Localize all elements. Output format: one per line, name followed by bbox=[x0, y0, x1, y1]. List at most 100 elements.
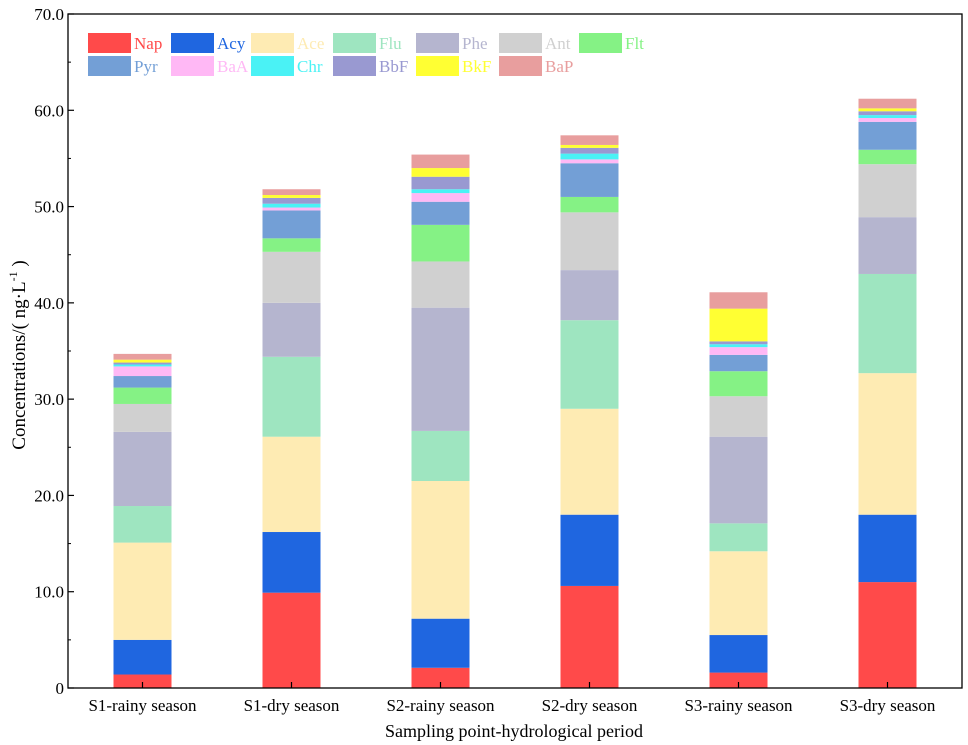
legend-swatch bbox=[171, 33, 214, 53]
bar-segment-bap-2 bbox=[262, 189, 321, 196]
bar-segment-acy-6 bbox=[858, 514, 917, 583]
legend-label: Nap bbox=[134, 34, 162, 53]
legend-item-bkf: BkF bbox=[416, 56, 491, 76]
bar-segment-bkf-6 bbox=[858, 108, 917, 112]
bar-segment-chr-4 bbox=[560, 153, 619, 160]
bar-segment-ant-2 bbox=[262, 251, 321, 303]
bar-segment-phe-1 bbox=[113, 431, 172, 507]
y-tick-label: 0 bbox=[56, 679, 65, 698]
legend-label: Acy bbox=[217, 34, 246, 53]
legend-item-acy: Acy bbox=[171, 33, 246, 53]
bar-segment-flu-3 bbox=[411, 430, 470, 481]
bar-segment-flt-6 bbox=[858, 149, 917, 165]
bar-segment-nap-5 bbox=[709, 672, 768, 688]
legend-label: Ant bbox=[545, 34, 571, 53]
bar-segment-chr-1 bbox=[113, 364, 172, 367]
legend-item-bbf: BbF bbox=[333, 56, 408, 76]
y-tick-label: 40.0 bbox=[34, 294, 64, 313]
bar-segment-nap-2 bbox=[262, 592, 321, 688]
bars-layer bbox=[113, 98, 917, 688]
bar-segment-bkf-2 bbox=[262, 195, 321, 198]
bar-segment-bap-3 bbox=[411, 154, 470, 169]
bar-segment-bap-6 bbox=[858, 98, 917, 109]
bar-segment-bbf-5 bbox=[709, 341, 768, 345]
bar-segment-bkf-5 bbox=[709, 308, 768, 342]
bar-segment-nap-1 bbox=[113, 674, 172, 688]
bar-segment-ace-2 bbox=[262, 436, 321, 533]
legend-item-bap: BaP bbox=[499, 56, 573, 76]
bar-segment-nap-6 bbox=[858, 582, 917, 688]
y-tick-label: 20.0 bbox=[34, 486, 64, 505]
axes-layer: 0 10.0 20.0 30.0 40.0 50.0 60.0 70.0 S1-rainy se… bbox=[34, 5, 963, 715]
x-tick-label: S1-dry season bbox=[244, 696, 340, 715]
bar-segment-chr-6 bbox=[858, 115, 917, 118]
bar-segment-pyr-6 bbox=[858, 121, 917, 150]
x-tick-label: S2-rainy season bbox=[386, 696, 495, 715]
legend-swatch bbox=[88, 56, 131, 76]
y-tick-label: 10.0 bbox=[34, 583, 64, 602]
bar-segment-acy-2 bbox=[262, 532, 321, 593]
bar-segment-ace-1 bbox=[113, 542, 172, 640]
bar-segment-bbf-6 bbox=[858, 111, 917, 116]
bar-segment-flu-4 bbox=[560, 320, 619, 409]
legend-swatch bbox=[171, 56, 214, 76]
bar-segment-phe-5 bbox=[709, 436, 768, 524]
y-tick-label: 30.0 bbox=[34, 390, 64, 409]
bar-segment-bap-5 bbox=[709, 292, 768, 309]
legend-swatch bbox=[416, 56, 459, 76]
y-axis-label-superscript: -1 bbox=[6, 271, 20, 281]
bar-segment-acy-4 bbox=[560, 514, 619, 586]
legend-item-chr: Chr bbox=[251, 56, 323, 76]
legend-item-nap: Nap bbox=[88, 33, 162, 53]
bar-segment-phe-6 bbox=[858, 217, 917, 274]
legend-label: Pyr bbox=[134, 57, 158, 76]
bar-segment-pyr-5 bbox=[709, 354, 768, 372]
bar-segment-nap-4 bbox=[560, 585, 619, 688]
bar-segment-ace-3 bbox=[411, 480, 470, 619]
bar-segment-acy-5 bbox=[709, 635, 768, 673]
bar-segment-ace-5 bbox=[709, 551, 768, 636]
legend-item-ant: Ant bbox=[499, 33, 571, 53]
bar-segment-flt-1 bbox=[113, 387, 172, 404]
bar-segment-ant-6 bbox=[858, 164, 917, 218]
bar-segment-ant-5 bbox=[709, 396, 768, 437]
bar-segment-nap-3 bbox=[411, 667, 470, 688]
bar-segment-flt-4 bbox=[560, 196, 619, 213]
legend-swatch bbox=[416, 33, 459, 53]
bar-segment-baa-3 bbox=[411, 193, 470, 202]
bar-segment-flt-3 bbox=[411, 224, 470, 262]
legend-swatch bbox=[579, 33, 622, 53]
y-tick-label: 70.0 bbox=[34, 5, 64, 24]
bar-segment-ant-3 bbox=[411, 261, 470, 308]
legend-label: Flu bbox=[379, 34, 402, 53]
bar-segment-bkf-4 bbox=[560, 144, 619, 148]
bar-segment-chr-3 bbox=[411, 189, 470, 194]
legend-item-phe: Phe bbox=[416, 33, 488, 53]
bar-segment-pyr-3 bbox=[411, 201, 470, 225]
legend-label: Chr bbox=[297, 57, 323, 76]
legend-swatch bbox=[333, 56, 376, 76]
bar-segment-baa-6 bbox=[858, 117, 917, 122]
bar-segment-bbf-3 bbox=[411, 176, 470, 190]
bar-segment-chr-2 bbox=[262, 203, 321, 208]
bar-segment-phe-2 bbox=[262, 302, 321, 357]
legend-item-flu: Flu bbox=[333, 33, 402, 53]
bar-segment-baa-4 bbox=[560, 159, 619, 164]
bar-segment-pyr-1 bbox=[113, 376, 172, 388]
bar-segment-ace-6 bbox=[858, 373, 917, 515]
y-axis-label-end: ) bbox=[9, 260, 30, 271]
bar-segment-ant-1 bbox=[113, 403, 172, 432]
x-axis-label: Sampling point-hydrological period bbox=[385, 721, 643, 741]
bar-segment-flu-1 bbox=[113, 506, 172, 543]
legend-label: BaA bbox=[217, 57, 249, 76]
bar-segment-phe-3 bbox=[411, 307, 470, 431]
legend-swatch bbox=[499, 33, 542, 53]
legend-swatch bbox=[251, 56, 294, 76]
x-tick-label: S3-dry season bbox=[840, 696, 936, 715]
legend-item-flt: Flt bbox=[579, 33, 644, 53]
legend-swatch bbox=[333, 33, 376, 53]
bar-segment-bbf-2 bbox=[262, 197, 321, 204]
x-tick-label: S1-rainy season bbox=[88, 696, 197, 715]
legend: Nap Acy Ace Flu Phe Ant Flt Pyr BaA Chr BbF BkF BaP bbox=[88, 33, 644, 76]
